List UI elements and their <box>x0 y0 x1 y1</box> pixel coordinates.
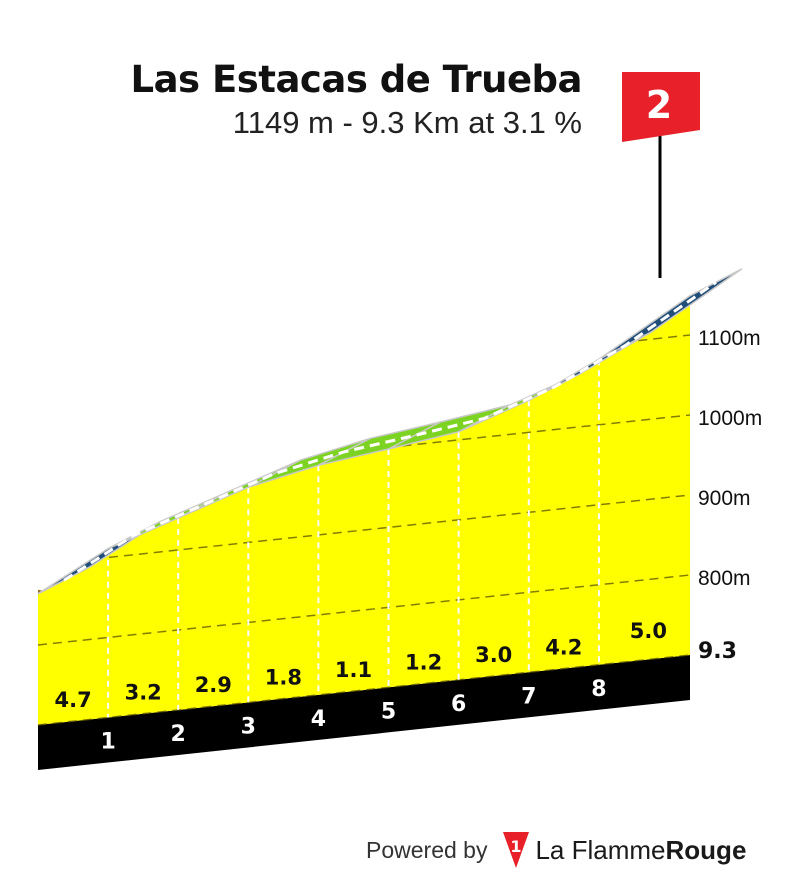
km-label: 5 <box>381 699 396 724</box>
gridline <box>402 414 691 447</box>
km-label: 8 <box>591 677 606 702</box>
gridline <box>37 574 691 646</box>
end-distance-label: 9.3 <box>698 639 737 664</box>
distance-base <box>38 655 690 770</box>
gradient-label: 4.7 <box>54 688 91 712</box>
km-label: 2 <box>171 722 186 747</box>
gridline <box>623 334 691 343</box>
powered-by-label: Powered by <box>366 836 488 863</box>
road-centerline <box>63 281 717 582</box>
flag-number: 2 <box>646 83 672 127</box>
km-label: 6 <box>451 692 466 717</box>
brand-name-bold: Rouge <box>665 834 747 865</box>
km-dividers <box>107 359 600 718</box>
brand-name-light: La Flamme <box>535 834 666 865</box>
gradient-label: 2.9 <box>195 673 232 697</box>
logo-number: 1 <box>511 837 522 856</box>
km-label: 7 <box>521 684 536 709</box>
gradient-label: 4.2 <box>545 636 582 660</box>
y-tick-label: 1100m <box>698 327 761 350</box>
flag-banner <box>622 72 700 142</box>
gradient-label: 1.8 <box>265 666 302 690</box>
gradient-label: 1.1 <box>335 658 372 682</box>
km-labels: 1 2 3 4 5 6 7 8 <box>100 677 606 755</box>
gradient-label: 3.0 <box>475 643 512 667</box>
y-tick-label: 900m <box>698 487 751 510</box>
y-axis-tick-labels: 800m 900m 1000m 1100m <box>698 327 762 590</box>
y-tick-label: 800m <box>698 567 751 590</box>
la-flamme-rouge-logo-icon: 1 <box>503 832 530 868</box>
km-label: 4 <box>311 707 326 732</box>
km-label: 3 <box>241 714 256 739</box>
profile-wall <box>38 295 690 725</box>
gradient-label: 1.2 <box>405 651 442 675</box>
climb-subtitle: 1149 m - 9.3 Km at 3.1 % <box>232 105 582 140</box>
summit-flag: 2 <box>622 72 700 278</box>
y-tick-label: 1000m <box>698 407 762 430</box>
climb-title: Las Estacas de Trueba <box>130 58 583 101</box>
gridline <box>37 654 691 726</box>
elevation-gridlines <box>37 334 691 726</box>
footer: Powered by 1 La Flamme Rouge <box>366 828 746 872</box>
gradient-label: 5.0 <box>630 619 667 643</box>
gradient-label: 3.2 <box>125 681 162 705</box>
gradient-labels: 4.7 3.2 2.9 1.8 1.1 1.2 3.0 4.2 5.0 <box>54 619 667 712</box>
gradient-segment <box>598 268 743 360</box>
gridline <box>94 494 691 560</box>
title-block: Las Estacas de Trueba 1149 m - 9.3 Km at… <box>130 58 583 141</box>
km-label: 1 <box>100 730 115 755</box>
